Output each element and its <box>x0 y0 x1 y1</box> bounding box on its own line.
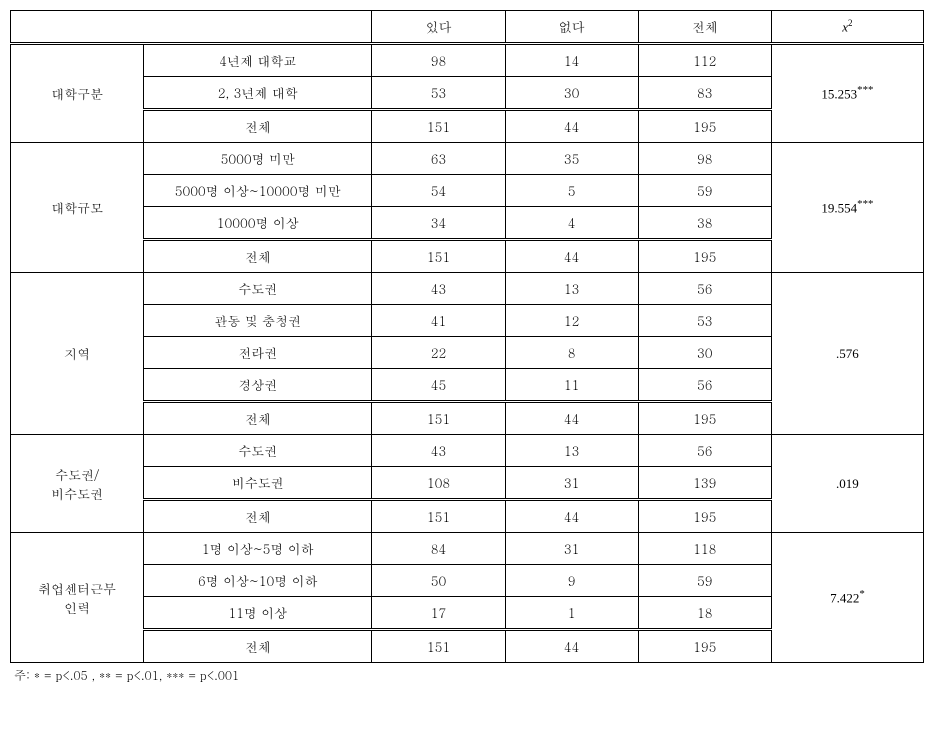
value-cell: 14 <box>505 44 638 77</box>
value-cell: 31 <box>505 533 638 565</box>
value-cell: 31 <box>505 467 638 500</box>
total-label: 전체 <box>144 500 372 533</box>
value-cell: 35 <box>505 143 638 175</box>
value-cell: 118 <box>638 533 771 565</box>
value-cell: 59 <box>638 565 771 597</box>
value-cell: 108 <box>372 467 505 500</box>
header-col2: 없다 <box>505 11 638 44</box>
total-value: 195 <box>638 402 771 435</box>
value-cell: 9 <box>505 565 638 597</box>
row-label: 5000명 미만 <box>144 143 372 175</box>
value-cell: 30 <box>505 77 638 110</box>
chisq-cell: 7.422* <box>771 533 923 663</box>
value-cell: 17 <box>372 597 505 630</box>
value-cell: 98 <box>638 143 771 175</box>
header-blank <box>11 11 372 44</box>
header-col3: 전체 <box>638 11 771 44</box>
value-cell: 41 <box>372 305 505 337</box>
value-cell: 38 <box>638 207 771 240</box>
value-cell: 112 <box>638 44 771 77</box>
row-label: 1명 이상~5명 이하 <box>144 533 372 565</box>
row-label: 비수도권 <box>144 467 372 500</box>
total-value: 195 <box>638 110 771 143</box>
value-cell: 56 <box>638 273 771 305</box>
total-label: 전체 <box>144 240 372 273</box>
category-cell: 취업센터근무인력 <box>11 533 144 663</box>
category-cell: 지역 <box>11 273 144 435</box>
value-cell: 98 <box>372 44 505 77</box>
footnote: 주: * = p<.05 , ** = p<.01, *** = p<.001 <box>10 667 924 684</box>
value-cell: 4 <box>505 207 638 240</box>
chisq-cell: 19.554*** <box>771 143 923 273</box>
total-value: 195 <box>638 630 771 663</box>
row-label: 10000명 이상 <box>144 207 372 240</box>
total-value: 151 <box>372 630 505 663</box>
value-cell: 56 <box>638 435 771 467</box>
value-cell: 83 <box>638 77 771 110</box>
category-cell: 수도권/비수도권 <box>11 435 144 533</box>
total-value: 44 <box>505 240 638 273</box>
row-label: 전라권 <box>144 337 372 369</box>
value-cell: 59 <box>638 175 771 207</box>
total-value: 151 <box>372 500 505 533</box>
value-cell: 18 <box>638 597 771 630</box>
header-col4: x2 <box>771 11 923 44</box>
row-label: 수도권 <box>144 273 372 305</box>
total-value: 44 <box>505 110 638 143</box>
header-col1: 있다 <box>372 11 505 44</box>
total-value: 44 <box>505 402 638 435</box>
total-value: 151 <box>372 402 505 435</box>
total-label: 전체 <box>144 110 372 143</box>
value-cell: 53 <box>372 77 505 110</box>
value-cell: 45 <box>372 369 505 402</box>
value-cell: 50 <box>372 565 505 597</box>
row-label: 수도권 <box>144 435 372 467</box>
value-cell: 54 <box>372 175 505 207</box>
value-cell: 1 <box>505 597 638 630</box>
total-label: 전체 <box>144 630 372 663</box>
value-cell: 8 <box>505 337 638 369</box>
value-cell: 43 <box>372 273 505 305</box>
value-cell: 56 <box>638 369 771 402</box>
total-label: 전체 <box>144 402 372 435</box>
data-table: 있다 없다 전체 x2 대학구분4년제 대학교981411215.253***2… <box>10 10 924 663</box>
total-value: 195 <box>638 240 771 273</box>
category-cell: 대학규모 <box>11 143 144 273</box>
value-cell: 139 <box>638 467 771 500</box>
row-label: 2, 3년제 대학 <box>144 77 372 110</box>
value-cell: 22 <box>372 337 505 369</box>
chisq-cell: .576 <box>771 273 923 435</box>
value-cell: 11 <box>505 369 638 402</box>
value-cell: 43 <box>372 435 505 467</box>
total-value: 44 <box>505 630 638 663</box>
value-cell: 34 <box>372 207 505 240</box>
total-value: 195 <box>638 500 771 533</box>
value-cell: 13 <box>505 273 638 305</box>
row-label: 11명 이상 <box>144 597 372 630</box>
total-value: 44 <box>505 500 638 533</box>
total-value: 151 <box>372 240 505 273</box>
row-label: 관동 및 충청권 <box>144 305 372 337</box>
value-cell: 12 <box>505 305 638 337</box>
chisq-cell: .019 <box>771 435 923 533</box>
value-cell: 53 <box>638 305 771 337</box>
chisq-cell: 15.253*** <box>771 44 923 143</box>
value-cell: 5 <box>505 175 638 207</box>
row-label: 6명 이상~10명 이하 <box>144 565 372 597</box>
row-label: 4년제 대학교 <box>144 44 372 77</box>
value-cell: 84 <box>372 533 505 565</box>
row-label: 5000명 이상~10000명 미만 <box>144 175 372 207</box>
total-value: 151 <box>372 110 505 143</box>
value-cell: 63 <box>372 143 505 175</box>
row-label: 경상권 <box>144 369 372 402</box>
value-cell: 30 <box>638 337 771 369</box>
value-cell: 13 <box>505 435 638 467</box>
category-cell: 대학구분 <box>11 44 144 143</box>
